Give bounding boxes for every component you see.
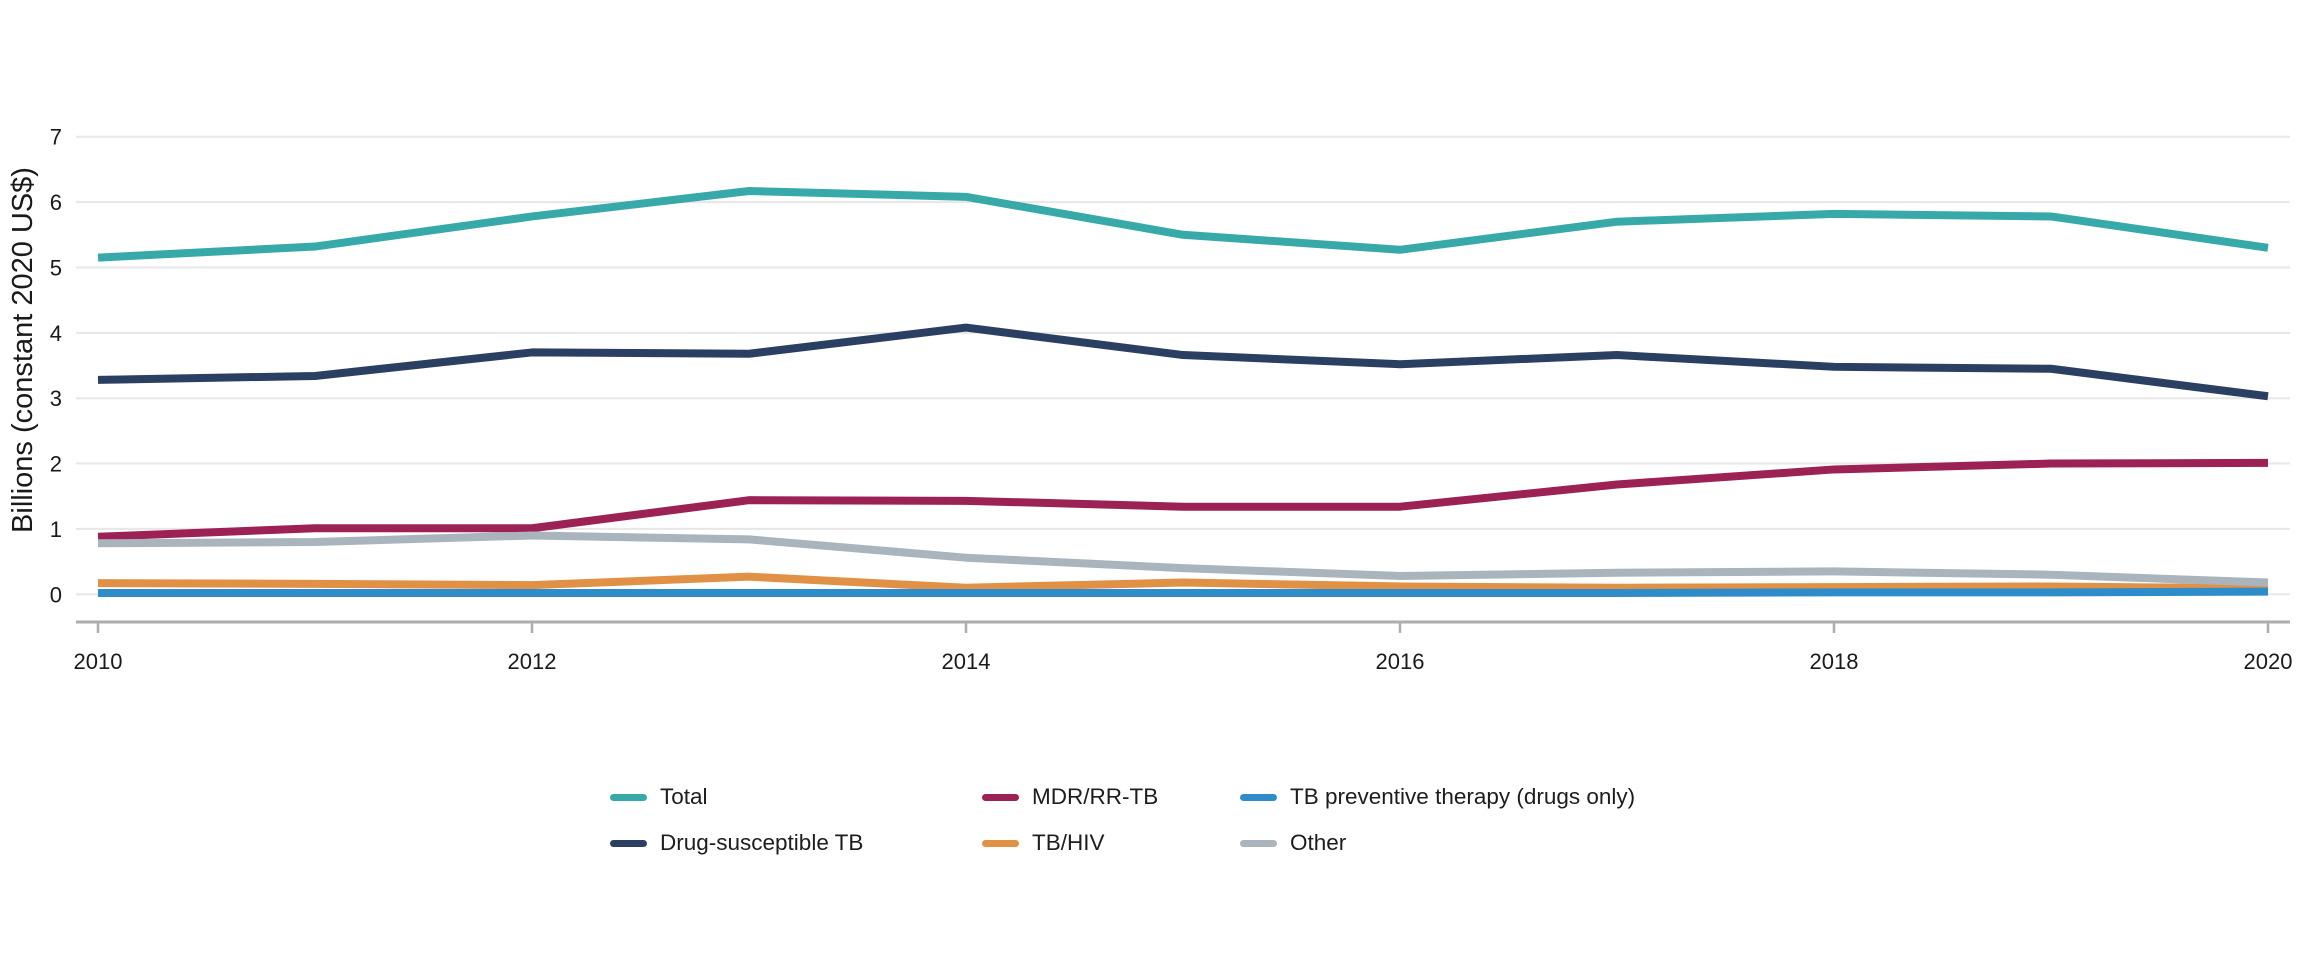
svg-text:7: 7 bbox=[50, 125, 62, 150]
svg-text:4: 4 bbox=[50, 321, 62, 346]
svg-text:2: 2 bbox=[50, 452, 62, 477]
svg-text:2016: 2016 bbox=[1376, 649, 1425, 674]
svg-text:2014: 2014 bbox=[942, 649, 991, 674]
x-axis: 2010 2012 2014 2016 2018 2020 bbox=[74, 620, 2293, 674]
svg-text:2010: 2010 bbox=[74, 649, 123, 674]
svg-text:2012: 2012 bbox=[508, 649, 557, 674]
svg-text:0: 0 bbox=[50, 582, 62, 607]
y-axis-tick-labels: 0 1 2 3 4 5 6 7 bbox=[50, 125, 62, 608]
series-line-total bbox=[97, 186, 2269, 262]
series-line-tb-hiv bbox=[97, 572, 2269, 593]
series-line-other bbox=[97, 531, 2269, 587]
series-line-mdr-rr-tb bbox=[97, 458, 2269, 541]
svg-text:3: 3 bbox=[50, 386, 62, 411]
svg-text:5: 5 bbox=[50, 255, 62, 280]
svg-text:1: 1 bbox=[50, 517, 62, 542]
svg-text:2020: 2020 bbox=[2244, 649, 2293, 674]
series-line-drug-susceptible-tb bbox=[97, 323, 2269, 401]
y-axis-title: Billions (constant 2020 US$) bbox=[7, 167, 39, 533]
svg-text:6: 6 bbox=[50, 190, 62, 215]
series-line-tb-preventive-therapy-drugs-only- bbox=[98, 587, 2269, 597]
svg-text:2018: 2018 bbox=[1810, 649, 1859, 674]
